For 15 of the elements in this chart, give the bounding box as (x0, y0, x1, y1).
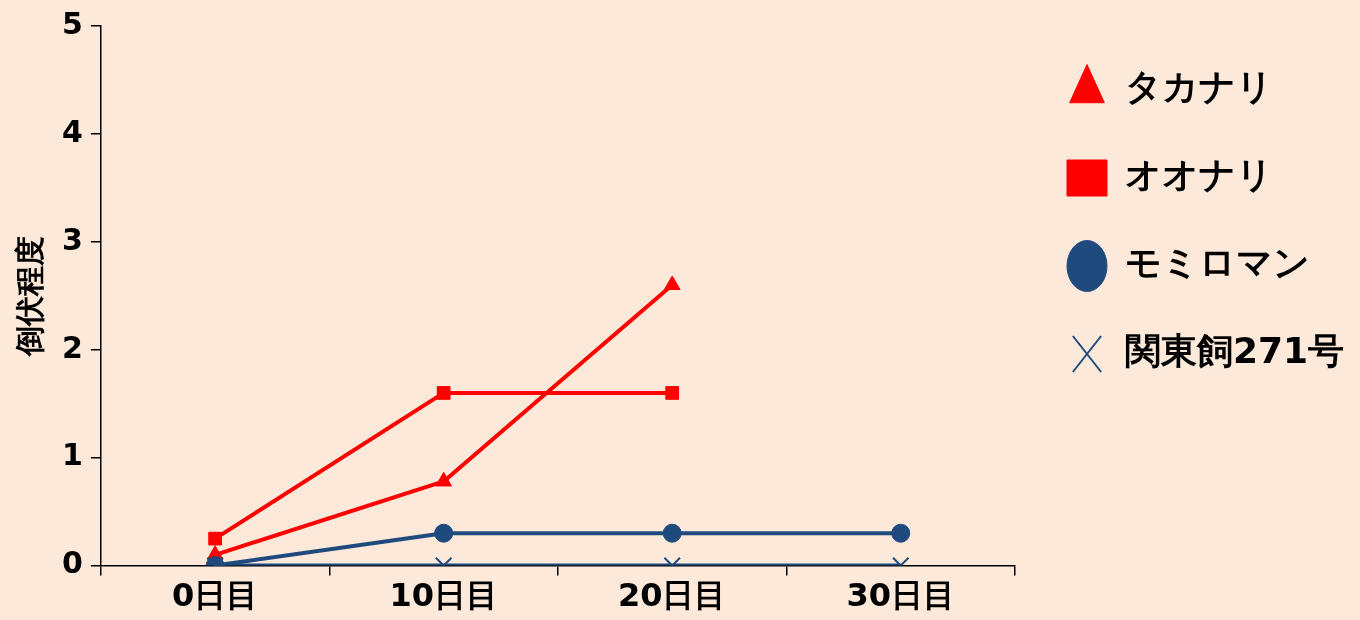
legend-label: オオナリ (1125, 154, 1273, 196)
y-tick-label: 2 (62, 329, 83, 365)
legend-label: 関東飼271号 (1125, 330, 1345, 372)
y-tick-label: 1 (62, 437, 83, 473)
x-tick-label: 30日目 (846, 576, 955, 615)
y-axis-title: 倒伏程度 (11, 235, 47, 357)
y-tick-label: 0 (62, 545, 83, 581)
x-tick-label: 0日目 (172, 576, 259, 615)
legend-label: モミロマン (1125, 242, 1310, 284)
x-tick-label: 10日目 (389, 576, 498, 615)
y-tick-label: 5 (62, 5, 83, 41)
y-tick-label: 3 (62, 221, 83, 257)
legend-label: タカナリ (1125, 66, 1273, 108)
x-tick-label: 20日目 (617, 576, 727, 615)
y-tick-label: 4 (62, 113, 83, 149)
